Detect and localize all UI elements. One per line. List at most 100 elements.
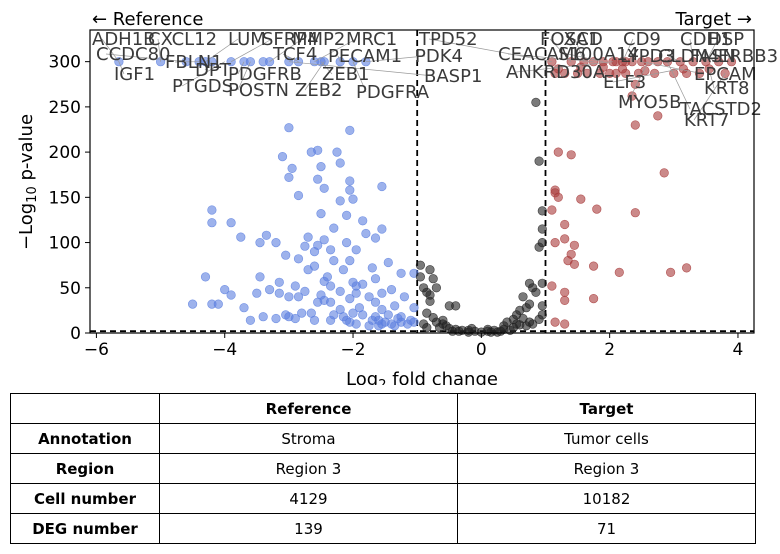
gene-label: POSTN xyxy=(228,80,289,101)
table-cell: 4129 xyxy=(159,483,458,514)
label-leader xyxy=(157,38,161,62)
point-target xyxy=(617,64,628,74)
point-target xyxy=(659,168,669,178)
gene-label: MRC1 xyxy=(346,29,397,50)
gene-label: PECAM1 xyxy=(328,46,402,67)
point-reference xyxy=(313,174,323,184)
point-reference xyxy=(284,292,294,302)
gene-label: ZEB1 xyxy=(322,64,370,85)
point-reference xyxy=(303,265,313,275)
point-target xyxy=(592,204,602,214)
label-leader xyxy=(641,61,705,75)
point-reference xyxy=(367,263,377,273)
point-ns xyxy=(531,97,541,107)
point-ns xyxy=(415,260,426,270)
point-reference xyxy=(290,313,300,324)
gene-label: KRT7 xyxy=(684,110,729,131)
y-tick-label: 200 xyxy=(49,143,81,163)
point-reference xyxy=(377,181,387,192)
label-leader xyxy=(699,55,719,63)
gene-label: EPCAM xyxy=(694,64,757,85)
gene-label: CXCL12 xyxy=(148,29,217,50)
label-leader xyxy=(507,53,594,63)
point-ns xyxy=(492,327,503,337)
point-reference xyxy=(342,238,352,248)
point-ns xyxy=(425,290,435,300)
gene-label: IGF1 xyxy=(114,64,155,85)
gene-label: FBLN1 xyxy=(165,52,223,73)
point-reference xyxy=(348,308,358,318)
point-reference xyxy=(277,152,288,162)
gene-label: CCDC80 xyxy=(96,44,170,65)
label-leader xyxy=(101,38,120,62)
point-reference xyxy=(226,218,236,228)
point-target xyxy=(614,267,624,278)
point-target xyxy=(566,150,576,160)
point-reference xyxy=(290,281,300,291)
table-cell: Region 3 xyxy=(159,453,458,484)
point-reference xyxy=(300,286,310,297)
point-reference xyxy=(316,162,326,172)
point-reference xyxy=(370,274,381,284)
label-leader xyxy=(629,55,633,62)
point-reference xyxy=(326,315,336,325)
point-reference xyxy=(188,299,198,309)
point-target xyxy=(547,281,557,291)
point-target xyxy=(569,240,580,250)
point-reference xyxy=(313,297,323,307)
gene-label: SCD xyxy=(565,29,603,50)
point-reference xyxy=(409,303,419,313)
point-reference xyxy=(390,301,400,311)
label-leader xyxy=(204,61,213,71)
point-target xyxy=(547,205,557,215)
point-reference xyxy=(213,299,223,309)
gene-label: MMP2 xyxy=(292,29,345,50)
table-header-cell: Reference xyxy=(159,393,458,424)
point-ns xyxy=(537,278,547,288)
point-reference xyxy=(361,228,371,239)
point-ns xyxy=(441,321,451,331)
point-ns xyxy=(524,278,535,288)
point-target xyxy=(560,219,570,230)
point-reference xyxy=(370,233,381,243)
point-reference xyxy=(261,230,272,240)
y-tick-label: 150 xyxy=(49,188,81,208)
point-ns xyxy=(528,319,538,329)
table-cell: 139 xyxy=(159,513,458,544)
direction-label-right: Target → xyxy=(675,9,753,30)
gene-label: TCF4 xyxy=(272,44,317,65)
point-target xyxy=(630,79,640,89)
point-reference xyxy=(281,250,291,260)
point-ns xyxy=(518,313,528,324)
gene-label: PDGFRA xyxy=(356,82,430,103)
point-reference xyxy=(293,190,304,201)
point-reference xyxy=(329,256,339,266)
point-reference xyxy=(319,235,329,245)
point-reference xyxy=(345,317,355,327)
label-leader xyxy=(288,61,435,77)
table-cell: Stroma xyxy=(159,423,458,454)
label-leader xyxy=(705,38,719,62)
table-row: Region Region 3 Region 3 xyxy=(10,453,756,484)
y-tick-label: 300 xyxy=(49,53,81,73)
y-tick-label: 250 xyxy=(49,98,81,118)
label-leader xyxy=(282,53,299,63)
gene-label: ELF3 xyxy=(603,72,646,93)
point-target xyxy=(665,267,676,278)
point-target xyxy=(560,319,570,329)
gene-label: ERBB3 xyxy=(718,46,778,67)
gene-label: CEACAM6 xyxy=(498,44,586,65)
table-cell: 71 xyxy=(457,513,756,544)
point-reference xyxy=(386,319,397,329)
point-reference xyxy=(284,123,294,133)
point-ns xyxy=(521,303,531,313)
point-reference xyxy=(319,183,329,193)
gene-label: CLDN4 xyxy=(658,46,719,67)
point-target xyxy=(588,294,599,304)
point-reference xyxy=(316,209,326,219)
point-ns xyxy=(537,238,547,248)
point-reference xyxy=(351,245,361,255)
point-reference xyxy=(258,312,268,322)
point-reference xyxy=(396,268,406,278)
